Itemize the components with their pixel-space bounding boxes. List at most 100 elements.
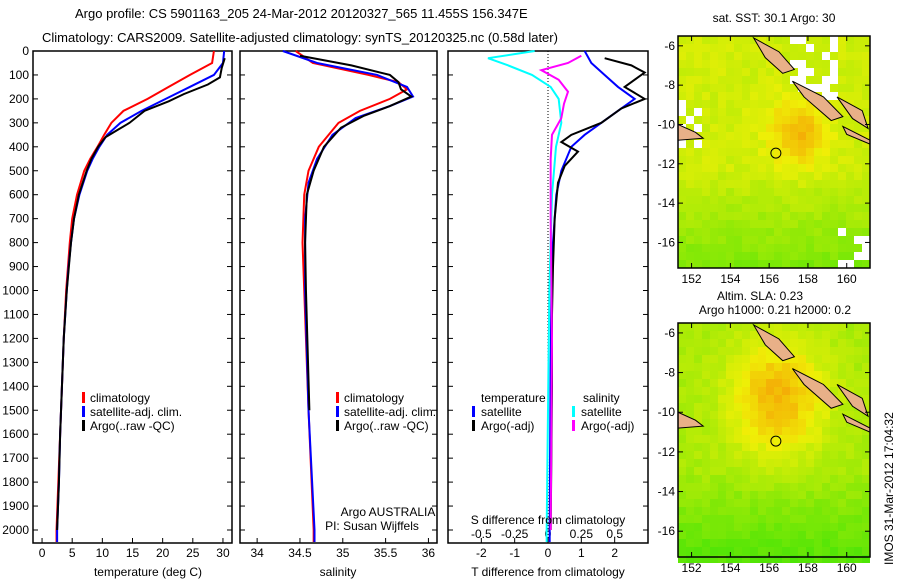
map-cell <box>718 92 726 100</box>
map-cell <box>734 44 742 52</box>
map-cell <box>790 523 798 531</box>
x-tick-label: -2 <box>476 546 487 560</box>
map-cell <box>686 507 694 515</box>
map-cell <box>758 188 766 196</box>
map-cell <box>726 220 734 228</box>
map-cell <box>694 140 702 148</box>
map-cell <box>750 419 758 427</box>
map-cell <box>822 443 830 451</box>
map-cell <box>726 411 734 419</box>
map-cell <box>766 427 774 435</box>
map-cell <box>806 467 814 475</box>
map-cell <box>758 427 766 435</box>
map-cell <box>766 475 774 483</box>
map-cell <box>750 36 758 44</box>
map-cell <box>790 220 798 228</box>
map-cell <box>806 260 814 268</box>
map-cell <box>694 411 702 419</box>
x-tick-label: 25 <box>186 546 200 560</box>
map-cell <box>806 124 814 132</box>
map-cell <box>862 212 870 220</box>
map-cell <box>790 347 798 355</box>
map-cell <box>862 148 870 156</box>
map-cell <box>702 220 710 228</box>
map-cell <box>694 491 702 499</box>
map-cell <box>734 403 742 411</box>
map-cell <box>806 220 814 228</box>
map-cell <box>678 148 686 156</box>
map-cell <box>862 84 870 92</box>
map-cell <box>798 323 806 331</box>
map-cell <box>694 68 702 76</box>
map-cell <box>678 355 686 363</box>
map-cell <box>686 236 694 244</box>
map-cell <box>702 403 710 411</box>
map-cell <box>710 531 718 539</box>
map-cell <box>862 523 870 531</box>
map-cell <box>702 140 710 148</box>
map-cell <box>790 172 798 180</box>
map-cell <box>822 140 830 148</box>
map-cell <box>806 228 814 236</box>
map-cell <box>718 331 726 339</box>
map-cell <box>766 323 774 331</box>
map-cell <box>806 347 814 355</box>
map-cell <box>750 467 758 475</box>
map-cell <box>790 188 798 196</box>
map-cell <box>766 403 774 411</box>
lon-tick-label: 152 <box>682 272 702 286</box>
map-cell <box>822 451 830 459</box>
map-cell <box>678 331 686 339</box>
map-cell <box>678 180 686 188</box>
map-cell <box>678 36 686 44</box>
map-cell <box>774 507 782 515</box>
map-cell <box>814 515 822 523</box>
map-cell <box>750 60 758 68</box>
map-cell <box>790 212 798 220</box>
map-cell <box>838 60 846 68</box>
map-cell <box>854 188 862 196</box>
map-cell <box>742 363 750 371</box>
map-cell <box>790 427 798 435</box>
map-cell <box>694 443 702 451</box>
map-cell <box>814 499 822 507</box>
map-cell <box>790 228 798 236</box>
map-cell <box>718 124 726 132</box>
map-cell <box>830 459 838 467</box>
map-cell <box>686 252 694 260</box>
map-cell <box>678 323 686 331</box>
map-cell <box>694 323 702 331</box>
map-cell <box>790 331 798 339</box>
map-cell <box>718 515 726 523</box>
map-cell <box>702 539 710 547</box>
map-cell <box>846 172 854 180</box>
map-cell <box>710 475 718 483</box>
map-cell <box>734 172 742 180</box>
map-cell <box>862 539 870 547</box>
series-line-argo <box>299 54 414 411</box>
y-tick-label: 1000 <box>2 284 29 298</box>
map-cell <box>678 435 686 443</box>
map-cell <box>694 196 702 204</box>
map-cell <box>694 515 702 523</box>
map-cell <box>830 236 838 244</box>
map-cell <box>726 347 734 355</box>
map-cell <box>846 507 854 515</box>
map-cell <box>774 196 782 204</box>
map-cell <box>718 403 726 411</box>
map-cell <box>782 371 790 379</box>
map-cell <box>814 483 822 491</box>
map-cell <box>862 188 870 196</box>
sst-map-title: sat. SST: 30.1 Argo: 30 <box>713 11 836 25</box>
map-cell <box>854 355 862 363</box>
map-cell <box>758 371 766 379</box>
map-cell <box>710 236 718 244</box>
legend-item: Argo(..raw -QC) <box>344 419 429 433</box>
map-cell <box>686 499 694 507</box>
map-cell <box>790 339 798 347</box>
map-cell <box>822 555 830 563</box>
map-cell <box>742 124 750 132</box>
map-cell <box>742 411 750 419</box>
map-cell <box>742 100 750 108</box>
map-cell <box>774 515 782 523</box>
